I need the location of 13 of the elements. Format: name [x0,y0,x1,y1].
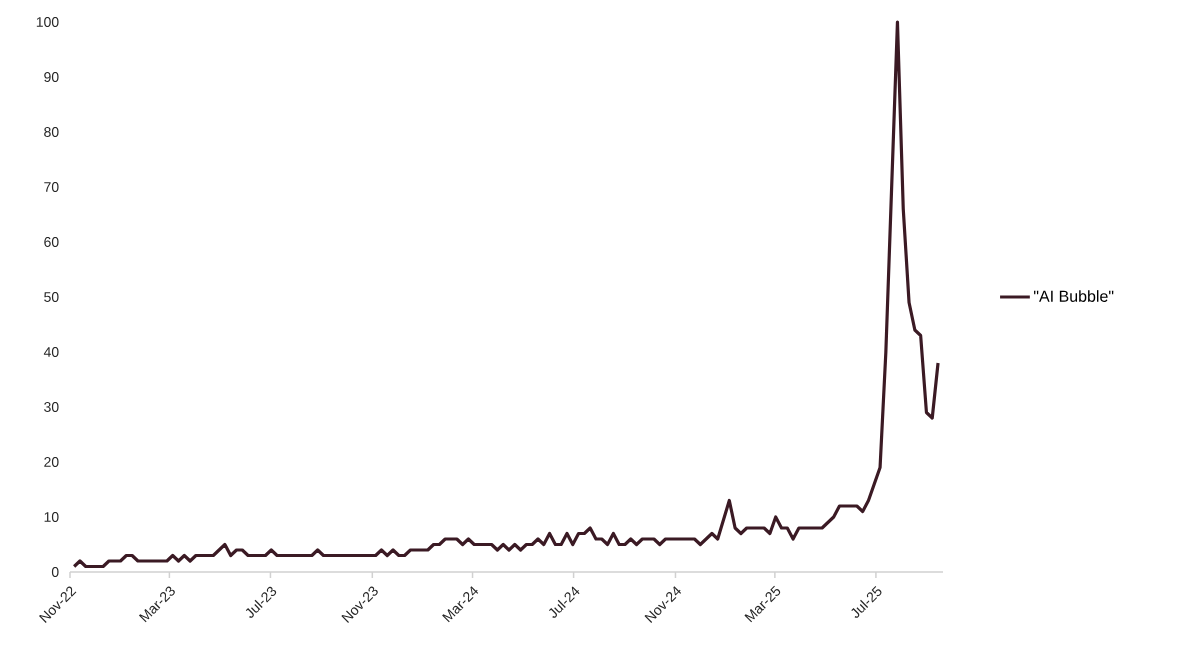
y-tick-label: 90 [44,72,59,82]
y-tick-label: 60 [44,237,59,247]
y-tick-label: 80 [44,127,59,137]
legend-label: "AI Bubble" [1034,290,1114,302]
y-tick-label: 50 [44,292,59,302]
y-tick-label: 20 [44,457,59,467]
line-series [72,20,940,569]
y-tick-label: 40 [43,347,59,357]
y-tick-label: 0 [51,567,59,577]
y-tick-label: 30 [44,402,59,412]
y-tick-label: 70 [44,182,59,192]
y-tick-label: 10 [44,512,59,522]
y-tick-label: 100 [36,17,59,27]
